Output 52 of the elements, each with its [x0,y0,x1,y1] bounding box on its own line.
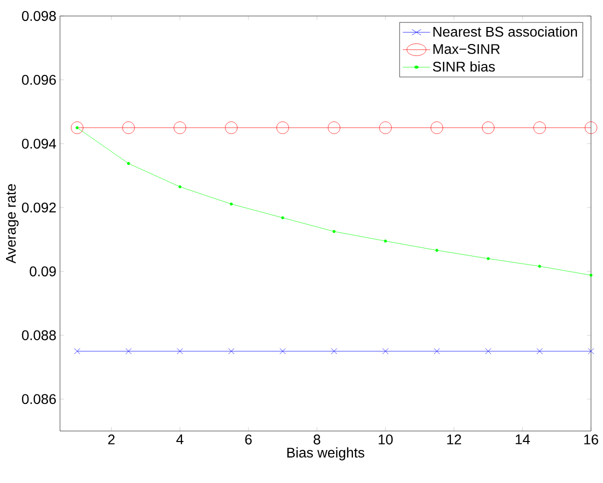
point [536,348,543,354]
point [430,122,444,134]
x-tick-label: 16 [584,434,598,444]
x-axis-title: Bias weights [287,447,364,460]
y-tick-label: 0.088 [22,330,56,340]
legend-label: SINR bias [432,61,495,72]
point [379,122,392,134]
point [174,122,186,134]
point [225,122,238,134]
y-tick-label: 0.086 [22,394,56,404]
x-tick-label: 2 [108,434,115,444]
point [127,162,130,165]
point [434,348,440,354]
point [230,202,233,206]
point [382,348,388,354]
point [384,240,387,243]
point [228,348,234,354]
y-tick-label: 0.098 [22,11,56,21]
point [122,122,135,134]
point [482,122,494,134]
x-tick-label: 10 [378,434,393,444]
point [331,348,338,354]
x-tick-label: 8 [314,434,320,444]
point [328,122,340,134]
point [435,248,438,252]
y-tick-label: 0.09 [30,266,56,276]
point [533,122,546,134]
y-tick-label: 0.096 [22,74,56,85]
point [332,230,336,233]
legend-label: Max−SINR [433,44,500,54]
point [125,348,132,354]
point [276,122,289,134]
point [74,348,80,354]
x-tick-label: 4 [176,434,184,444]
point [485,348,492,354]
point [280,348,286,354]
x-tick-label: 12 [447,434,462,444]
y-axis-title: Average rate [6,184,19,264]
y-tick-label: 0.092 [22,202,56,212]
y-tick-label: 0.094 [22,138,56,149]
point [176,348,183,354]
point [584,122,598,134]
legend-label: Nearest BS association [433,26,577,37]
point [281,216,284,220]
point [70,122,84,134]
point [486,257,490,260]
point [538,264,542,268]
point [178,185,182,188]
point [588,348,594,354]
x-tick-label: 6 [245,434,252,444]
x-tick-label: 14 [516,434,530,444]
point [590,274,592,277]
